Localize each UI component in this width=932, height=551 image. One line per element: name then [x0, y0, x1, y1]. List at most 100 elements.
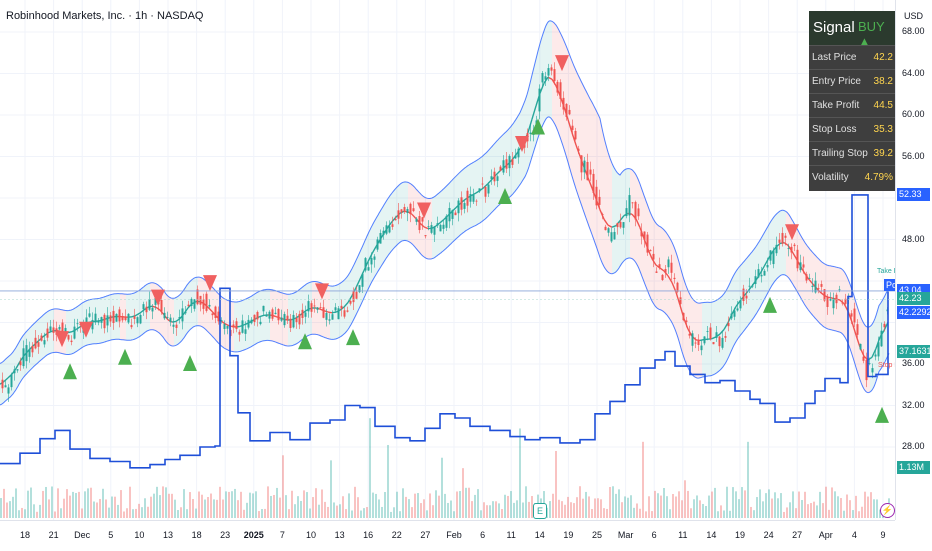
- candle-body: [857, 324, 859, 335]
- candle-body: [662, 275, 664, 280]
- trend-line-segment: [700, 340, 704, 341]
- volume-bar: [279, 498, 281, 518]
- x-tick-label: 11: [507, 530, 516, 540]
- row-value: 39.2: [874, 148, 893, 159]
- candle-body: [89, 313, 91, 316]
- volume-bar: [753, 510, 755, 518]
- candle-body: [701, 346, 703, 351]
- candle-body: [308, 301, 310, 311]
- candle-body: [296, 318, 298, 322]
- candle-body: [692, 333, 694, 345]
- candle-body: [74, 327, 76, 339]
- x-tick-label: 19: [735, 530, 745, 540]
- candle-body: [881, 331, 883, 347]
- volume-bar: [432, 505, 434, 518]
- volume-bar: [720, 505, 722, 518]
- price-chart[interactable]: [0, 0, 895, 520]
- trend-line-segment: [696, 340, 700, 341]
- candle-body: [554, 69, 556, 81]
- price-axis[interactable]: USD 68.0064.0060.0056.0052.0048.0036.003…: [895, 0, 932, 520]
- candle-body: [440, 225, 442, 231]
- volume-bar: [795, 508, 797, 518]
- candle-body: [590, 170, 592, 175]
- candle-body: [596, 187, 598, 206]
- volume-bar: [666, 496, 668, 518]
- candle-body: [806, 274, 808, 280]
- volume-bar: [621, 502, 623, 518]
- candle-body: [182, 308, 184, 321]
- volume-bar: [387, 445, 389, 518]
- volume-bar: [51, 486, 53, 518]
- candle-body: [215, 307, 217, 318]
- candle-body: [353, 292, 355, 303]
- candle-body: [281, 318, 283, 321]
- volume-bar: [435, 490, 437, 518]
- volume-bar: [618, 489, 620, 518]
- price-tag: 37.1631: [897, 345, 930, 358]
- volume-bar: [798, 492, 800, 518]
- volume-bar: [246, 503, 248, 518]
- candle-body: [212, 313, 214, 315]
- bolt-icon[interactable]: ⚡: [880, 503, 895, 518]
- candle-body: [239, 332, 241, 335]
- candle-body: [377, 239, 379, 249]
- band-fill: [570, 56, 576, 189]
- volume-bar: [864, 492, 866, 518]
- volume-bar: [45, 487, 47, 518]
- candle-body: [479, 188, 481, 191]
- candle-body: [707, 331, 709, 332]
- candle-body: [461, 197, 463, 209]
- volume-bar: [705, 506, 707, 518]
- volume-bar: [255, 491, 257, 518]
- volume-bar: [165, 487, 167, 518]
- candle-body: [635, 202, 637, 219]
- candle-body: [812, 286, 814, 287]
- volume-bar: [771, 499, 773, 518]
- row-value: 42.2: [874, 52, 893, 63]
- candle-body: [599, 197, 601, 205]
- candle-body: [128, 314, 130, 323]
- volume-bar: [249, 493, 251, 518]
- volume-bar: [600, 499, 602, 518]
- earnings-icon[interactable]: E: [533, 503, 547, 519]
- candle-body: [305, 313, 307, 317]
- volume-bar: [216, 500, 218, 518]
- candle-body: [197, 289, 199, 304]
- volume-bar: [756, 497, 758, 518]
- x-tick-label: 14: [535, 530, 545, 540]
- candle-body: [506, 159, 508, 168]
- volume-bar: [78, 492, 80, 518]
- candle-body: [737, 308, 739, 310]
- candle-body: [290, 319, 292, 328]
- volume-bar: [240, 492, 242, 518]
- volume-bar: [816, 505, 818, 518]
- volume-bar: [696, 495, 698, 518]
- volume-bar: [192, 499, 194, 518]
- candle-body: [779, 240, 781, 243]
- candle-body: [77, 323, 79, 324]
- volume-bar: [87, 488, 89, 518]
- volume-bar: [213, 499, 215, 518]
- volume-bar: [861, 507, 863, 518]
- volume-bar: [273, 495, 275, 518]
- volume-bar: [444, 494, 446, 518]
- x-tick-label: 6: [652, 530, 657, 540]
- candle-body: [602, 214, 604, 215]
- volume-bar: [93, 502, 95, 518]
- candle-body: [227, 326, 229, 329]
- candle-body: [821, 284, 823, 287]
- volume-bar: [228, 492, 230, 518]
- candle-body: [236, 321, 238, 329]
- volume-bar: [243, 510, 245, 518]
- candle-body: [530, 133, 532, 134]
- candle-body: [35, 338, 37, 349]
- candle-body: [728, 323, 730, 326]
- candle-body: [386, 225, 388, 233]
- candle-body: [170, 318, 172, 322]
- candle-body: [797, 250, 799, 268]
- trend-line-segment: [172, 321, 176, 322]
- volume-bar: [738, 499, 740, 518]
- volume-bar: [468, 488, 470, 518]
